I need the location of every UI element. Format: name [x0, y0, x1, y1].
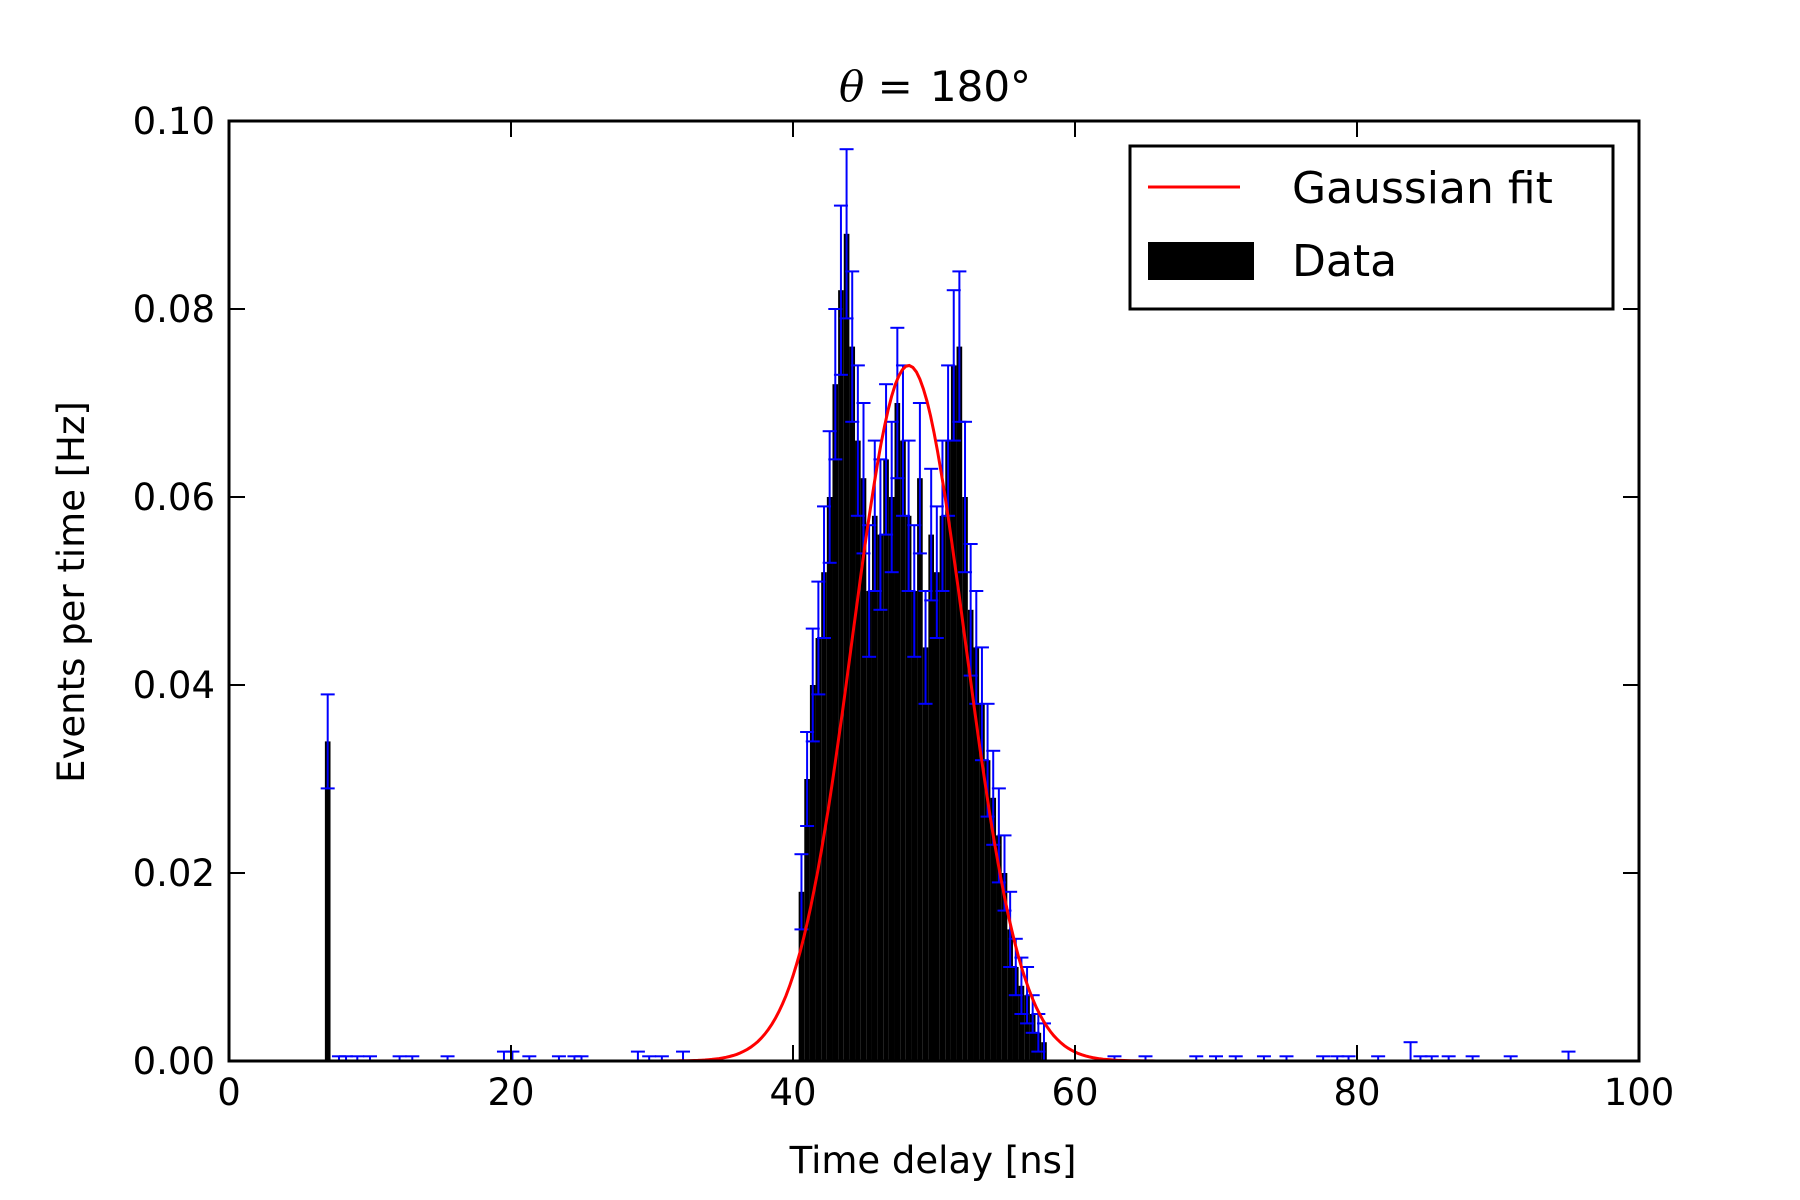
histogram-bar	[956, 346, 963, 1062]
chart-title: θ = 180°	[839, 62, 1031, 111]
legend-fit-label: Gaussian fit	[1292, 163, 1553, 214]
data-bars	[324, 233, 1047, 1062]
histogram-bar	[900, 440, 906, 1062]
histogram-bar	[821, 572, 827, 1061]
y-tick-label: 0.06	[133, 476, 215, 519]
histogram-bar	[1024, 995, 1030, 1061]
histogram-bar	[928, 534, 934, 1061]
axis-ticks: 0 20 40 60 80 100 0.00 0.02 0.04 0.06 0.08 0.10	[133, 100, 1675, 1114]
x-tick-label: 80	[1333, 1071, 1380, 1114]
histogram-bar	[849, 346, 856, 1062]
histogram-bar	[888, 497, 895, 1061]
y-tick-label: 0.04	[133, 664, 215, 707]
histogram-bar	[962, 497, 968, 1061]
histogram-bar	[826, 497, 833, 1061]
x-tick-label: 60	[1051, 1071, 1098, 1114]
histogram-bar	[905, 515, 912, 1061]
histogram-bar	[934, 572, 940, 1061]
y-tick-label: 0.00	[133, 1040, 215, 1083]
y-tick-label: 0.08	[133, 288, 215, 331]
legend-data-swatch	[1148, 242, 1254, 280]
histogram-bar	[911, 591, 918, 1061]
error-bars	[320, 148, 1051, 1062]
histogram-bar	[815, 638, 822, 1061]
histogram-bar	[1029, 1014, 1036, 1061]
legend-box	[1128, 144, 1615, 311]
histogram-bar	[984, 760, 991, 1061]
histogram-bar	[967, 609, 974, 1061]
histogram-bar	[871, 515, 878, 1061]
y-axis-label: Events per time [Hz]	[50, 401, 93, 783]
title-value: 180°	[930, 62, 1031, 111]
histogram-bar	[866, 591, 872, 1061]
histogram-bar	[809, 685, 816, 1061]
histogram-bar	[996, 835, 1002, 1061]
x-tick-label: 40	[769, 1071, 816, 1114]
histogram-bar	[917, 478, 923, 1061]
histogram-bar	[973, 647, 980, 1061]
histogram-bar	[843, 233, 850, 1062]
histogram-bar	[324, 741, 331, 1061]
histogram-bar	[832, 384, 839, 1061]
title-prefix: θ =	[839, 62, 913, 111]
x-axis-label: Time delay [ns]	[789, 1139, 1077, 1182]
histogram-bar	[798, 891, 805, 1061]
x-tick-label: 0	[217, 1071, 241, 1114]
histogram-bar	[939, 515, 946, 1061]
histogram-bar	[945, 440, 951, 1062]
histogram-bar	[922, 647, 929, 1061]
histogram-bar	[990, 797, 997, 1061]
histogram-bar	[894, 403, 901, 1061]
x-tick-label: 100	[1604, 1071, 1675, 1114]
histogram-bar	[838, 290, 844, 1061]
y-tick-label: 0.10	[133, 100, 215, 143]
histogram-bar	[979, 703, 985, 1061]
histogram-bar	[860, 478, 867, 1061]
legend-data-label: Data	[1292, 236, 1397, 287]
histogram-bar	[883, 459, 889, 1061]
y-tick-label: 0.02	[133, 852, 215, 895]
histogram-bar	[855, 440, 861, 1062]
histogram-bar	[877, 534, 884, 1061]
histogram-bar	[950, 365, 957, 1061]
plot-frame	[227, 119, 1641, 1063]
x-tick-label: 20	[487, 1071, 534, 1114]
legend: Gaussian fit Data	[1128, 144, 1615, 311]
